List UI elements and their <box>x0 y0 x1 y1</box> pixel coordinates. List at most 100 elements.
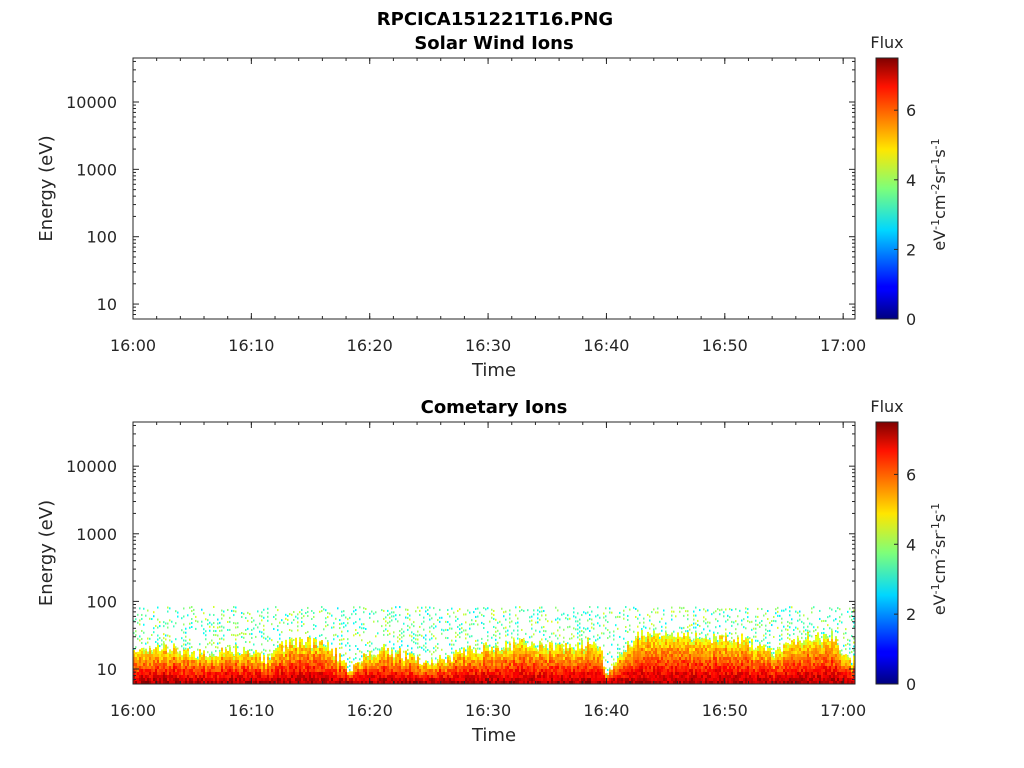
flux-cell <box>533 660 535 663</box>
flux-cell <box>551 678 553 681</box>
flux-cell <box>461 653 463 654</box>
flux-cell <box>635 615 637 618</box>
flux-cell <box>293 672 295 675</box>
flux-cell <box>467 633 469 636</box>
flux-cell <box>429 630 431 633</box>
flux-cell <box>153 649 155 651</box>
flux-cell <box>725 634 727 636</box>
flux-cell <box>645 666 647 669</box>
flux-cell <box>617 647 619 650</box>
flux-cell <box>155 681 157 684</box>
flux-cell <box>637 617 639 620</box>
flux-cell <box>665 681 667 684</box>
flux-cell <box>599 651 601 654</box>
flux-cell <box>531 654 533 657</box>
flux-cell <box>577 645 579 648</box>
flux-cell <box>715 663 717 666</box>
flux-cell <box>441 658 443 660</box>
flux-cell <box>319 651 321 654</box>
flux-cell <box>357 666 359 669</box>
flux-cell <box>681 660 683 663</box>
flux-cell <box>711 645 713 648</box>
flux-cell <box>619 615 621 618</box>
flux-cell <box>383 643 385 645</box>
flux-cell <box>247 672 249 675</box>
flux-cell <box>247 619 249 622</box>
flux-cell <box>677 666 679 669</box>
flux-cell <box>207 619 209 622</box>
flux-cell <box>221 675 223 678</box>
flux-cell <box>711 678 713 681</box>
flux-cell <box>259 630 261 633</box>
flux-cell <box>619 678 621 681</box>
flux-cell <box>587 637 589 639</box>
flux-cell <box>475 651 477 654</box>
flux-cell <box>281 651 283 654</box>
flux-cell <box>301 669 303 672</box>
flux-cell <box>545 660 547 663</box>
flux-cell <box>313 666 315 669</box>
flux-cell <box>247 660 249 663</box>
flux-cell <box>683 669 685 672</box>
flux-cell <box>383 660 385 663</box>
flux-cell <box>567 669 569 672</box>
flux-cell <box>139 663 141 666</box>
flux-cell <box>417 681 419 684</box>
flux-cell <box>555 634 557 637</box>
flux-cell <box>387 675 389 678</box>
flux-cell <box>481 654 483 657</box>
flux-cell <box>459 628 461 631</box>
flux-cell <box>267 639 269 642</box>
flux-cell <box>557 643 559 645</box>
flux-cell <box>557 666 559 669</box>
flux-cell <box>383 651 385 654</box>
flux-cell <box>387 613 389 616</box>
flux-cell <box>493 666 495 669</box>
flux-cell <box>613 681 615 684</box>
flux-cell <box>233 657 235 660</box>
flux-cell <box>615 616 617 619</box>
flux-cell <box>189 622 191 625</box>
flux-cell <box>229 678 231 681</box>
flux-cell <box>671 657 673 660</box>
flux-cell <box>641 666 643 669</box>
flux-cell <box>573 666 575 669</box>
flux-cell <box>283 666 285 669</box>
flux-cell <box>427 648 429 651</box>
flux-cell <box>441 681 443 684</box>
flux-cell <box>719 609 721 612</box>
flux-cell <box>375 678 377 681</box>
flux-cell <box>585 654 587 657</box>
flux-cell <box>229 620 231 623</box>
flux-cell <box>487 635 489 638</box>
flux-cell <box>207 623 209 626</box>
flux-cell <box>681 681 683 684</box>
flux-cell <box>727 666 729 669</box>
flux-cell <box>639 637 641 640</box>
flux-cell <box>301 608 303 611</box>
flux-cell <box>289 651 291 654</box>
flux-cell <box>173 657 175 660</box>
flux-cell <box>349 664 351 667</box>
flux-cell <box>399 638 401 641</box>
flux-cell <box>551 681 553 684</box>
flux-cell <box>663 675 665 678</box>
flux-cell <box>457 625 459 628</box>
flux-cell <box>411 623 413 626</box>
flux-cell <box>171 678 173 681</box>
flux-cell <box>277 663 279 666</box>
flux-cell <box>279 633 281 636</box>
flux-cell <box>375 666 377 669</box>
flux-cell <box>133 666 135 669</box>
flux-cell <box>719 648 721 651</box>
flux-cell <box>267 657 269 660</box>
flux-cell <box>535 678 537 681</box>
flux-cell <box>333 657 335 660</box>
flux-cell <box>693 642 695 645</box>
flux-cell <box>545 663 547 666</box>
flux-cell <box>569 678 571 681</box>
flux-cell <box>185 681 187 684</box>
flux-cell <box>695 660 697 663</box>
flux-cell <box>643 678 645 681</box>
flux-cell <box>365 663 367 666</box>
